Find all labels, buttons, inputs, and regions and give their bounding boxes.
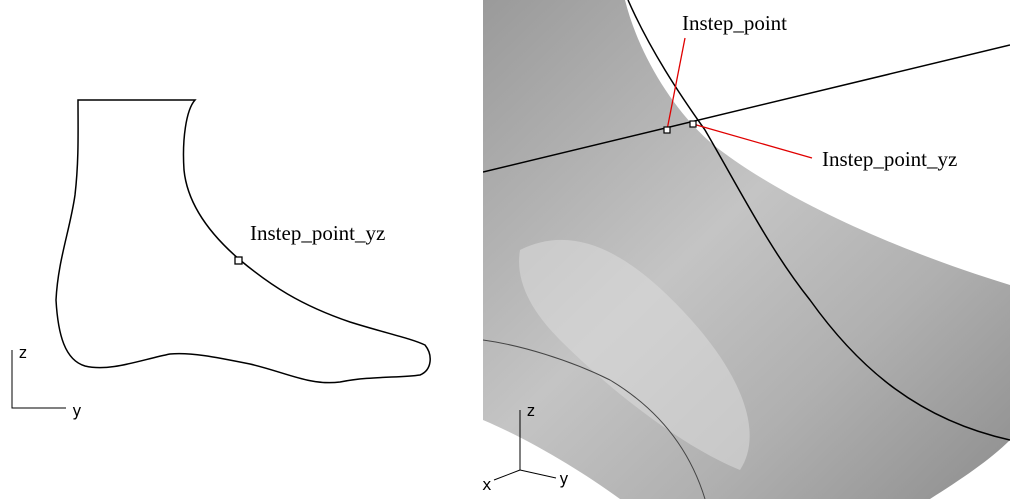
axis-y-label: y xyxy=(72,401,82,420)
cad-views: Instep_point_yz z y Instep_point Instep_… xyxy=(0,0,1010,499)
point-label: Instep_point_yz xyxy=(822,147,957,171)
point-label: Instep_point_yz xyxy=(250,221,385,245)
axis-z-label: z xyxy=(18,343,28,362)
axis-y-label: y xyxy=(559,469,569,488)
instep-point-marker xyxy=(664,127,670,133)
right-view xyxy=(483,0,1010,499)
instep-point-yz-marker xyxy=(690,121,696,127)
point-label: Instep_point xyxy=(682,11,787,35)
instep-point-marker xyxy=(235,257,242,264)
left-view: Instep_point_yz z y xyxy=(12,100,430,420)
axis-z-label: z xyxy=(526,401,536,420)
axis-x-label: x xyxy=(482,475,492,494)
